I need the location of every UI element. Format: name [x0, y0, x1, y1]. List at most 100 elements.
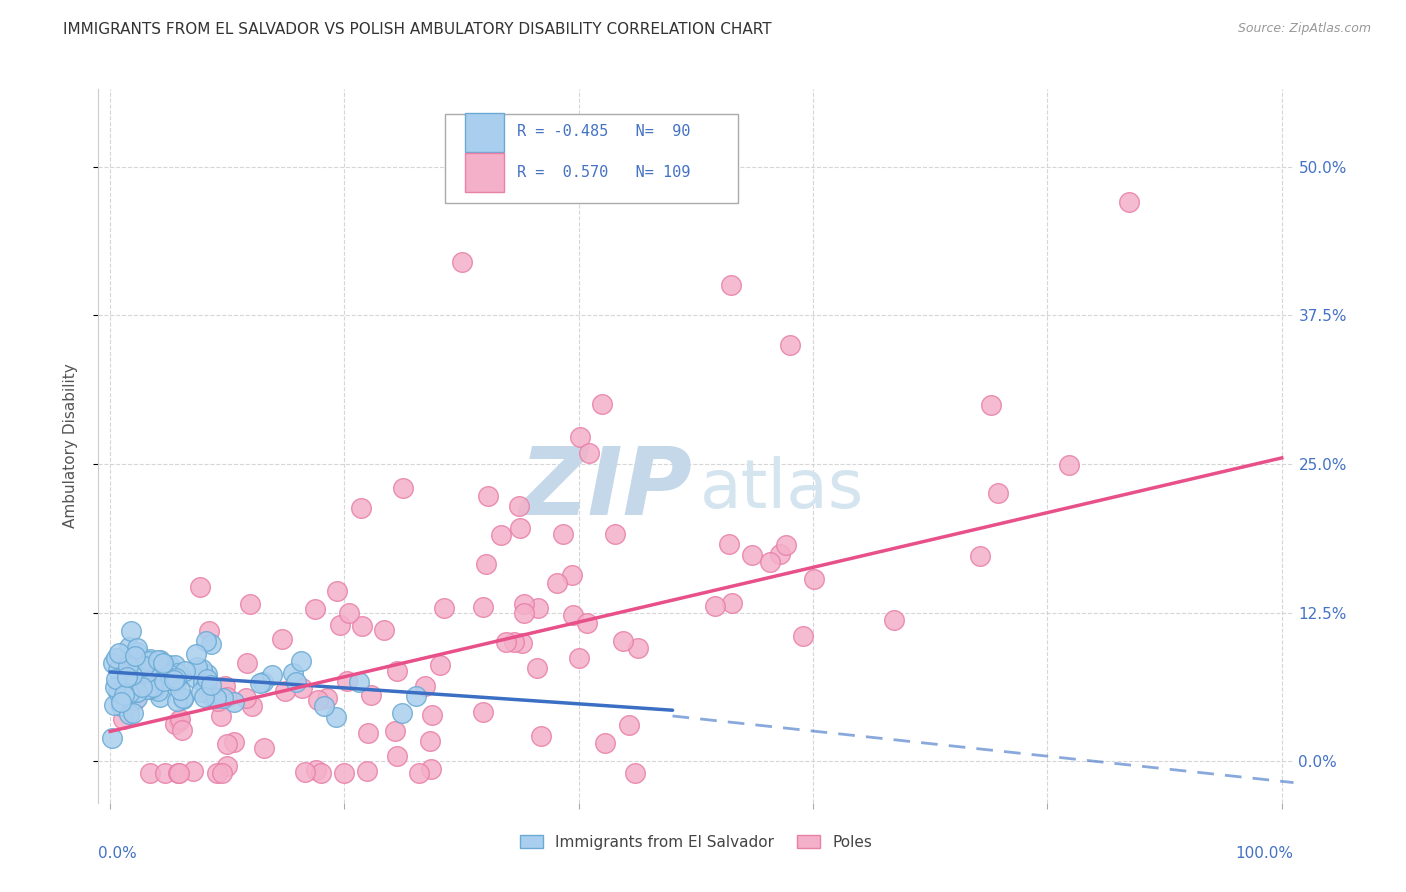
Point: [252, 675, 274, 690]
Point: [138, 653, 160, 667]
Point: [115, 669, 138, 683]
Point: [104, 680, 127, 694]
Point: [139, 766, 162, 780]
Point: [561, 568, 583, 582]
Point: [224, 695, 246, 709]
Point: [759, 555, 782, 569]
Point: [200, 689, 222, 703]
Point: [117, 659, 139, 673]
Point: [211, 766, 233, 780]
Point: [612, 633, 634, 648]
Point: [149, 653, 172, 667]
Point: [290, 654, 312, 668]
Point: [169, 714, 191, 729]
Point: [513, 607, 536, 621]
Point: [720, 278, 742, 293]
Point: [718, 537, 741, 551]
Point: [139, 652, 162, 666]
Point: [149, 690, 172, 704]
Point: [603, 527, 626, 541]
Point: [127, 660, 149, 674]
Point: [260, 668, 283, 682]
Point: [195, 672, 218, 686]
Point: [472, 705, 495, 719]
Text: 0.0%: 0.0%: [98, 846, 138, 861]
Point: [593, 736, 616, 750]
Point: [107, 646, 129, 660]
Point: [1118, 195, 1140, 210]
Point: [508, 499, 530, 513]
Point: [325, 710, 347, 724]
Point: [311, 766, 333, 780]
Point: [127, 690, 149, 705]
Point: [112, 663, 135, 677]
Point: [405, 690, 427, 704]
Point: [987, 486, 1010, 500]
Point: [163, 658, 186, 673]
Point: [283, 666, 305, 681]
Point: [157, 657, 180, 672]
Point: [512, 597, 534, 611]
Point: [155, 766, 177, 780]
Point: [165, 676, 187, 690]
Point: [337, 607, 360, 621]
Point: [110, 695, 132, 709]
Point: [124, 693, 146, 707]
Point: [173, 664, 195, 678]
Point: [357, 726, 380, 740]
Point: [883, 614, 905, 628]
Point: [336, 674, 359, 689]
Point: [969, 549, 991, 563]
Point: [188, 580, 211, 594]
Point: [551, 526, 574, 541]
Point: [150, 657, 173, 671]
Point: [142, 680, 165, 694]
Point: [471, 599, 494, 614]
Point: [166, 666, 188, 681]
Point: [172, 690, 194, 705]
Point: [181, 764, 204, 778]
Point: [236, 657, 259, 671]
Point: [166, 693, 188, 707]
Point: [169, 712, 191, 726]
Point: [101, 656, 124, 670]
Point: [143, 682, 166, 697]
Point: [980, 399, 1002, 413]
Point: [215, 759, 238, 773]
Point: [626, 641, 648, 656]
Point: [107, 663, 129, 677]
Point: [217, 737, 239, 751]
Point: [195, 666, 218, 681]
Point: [136, 681, 159, 696]
Point: [530, 729, 553, 743]
Point: [105, 651, 128, 665]
Point: [190, 662, 212, 676]
Point: [118, 640, 141, 654]
Point: [392, 481, 415, 495]
Point: [186, 660, 208, 674]
Point: [134, 658, 156, 673]
Point: [117, 655, 139, 669]
Point: [271, 632, 294, 646]
Point: [474, 557, 496, 571]
Point: [314, 699, 336, 714]
Point: [350, 619, 373, 633]
Point: [803, 572, 825, 586]
Point: [103, 698, 125, 713]
Point: [332, 766, 354, 780]
Point: [110, 699, 132, 714]
Point: [291, 681, 314, 695]
Point: [775, 538, 797, 552]
Point: [129, 677, 152, 691]
Point: [112, 712, 135, 726]
Point: [1057, 458, 1080, 473]
Point: [120, 673, 142, 688]
Point: [546, 576, 568, 591]
Point: [562, 607, 585, 622]
Point: [408, 766, 430, 780]
Point: [329, 618, 352, 632]
Point: [413, 680, 436, 694]
Point: [169, 766, 191, 780]
Legend: Immigrants from El Salvador, Poles: Immigrants from El Salvador, Poles: [513, 829, 879, 855]
Point: [450, 254, 472, 268]
